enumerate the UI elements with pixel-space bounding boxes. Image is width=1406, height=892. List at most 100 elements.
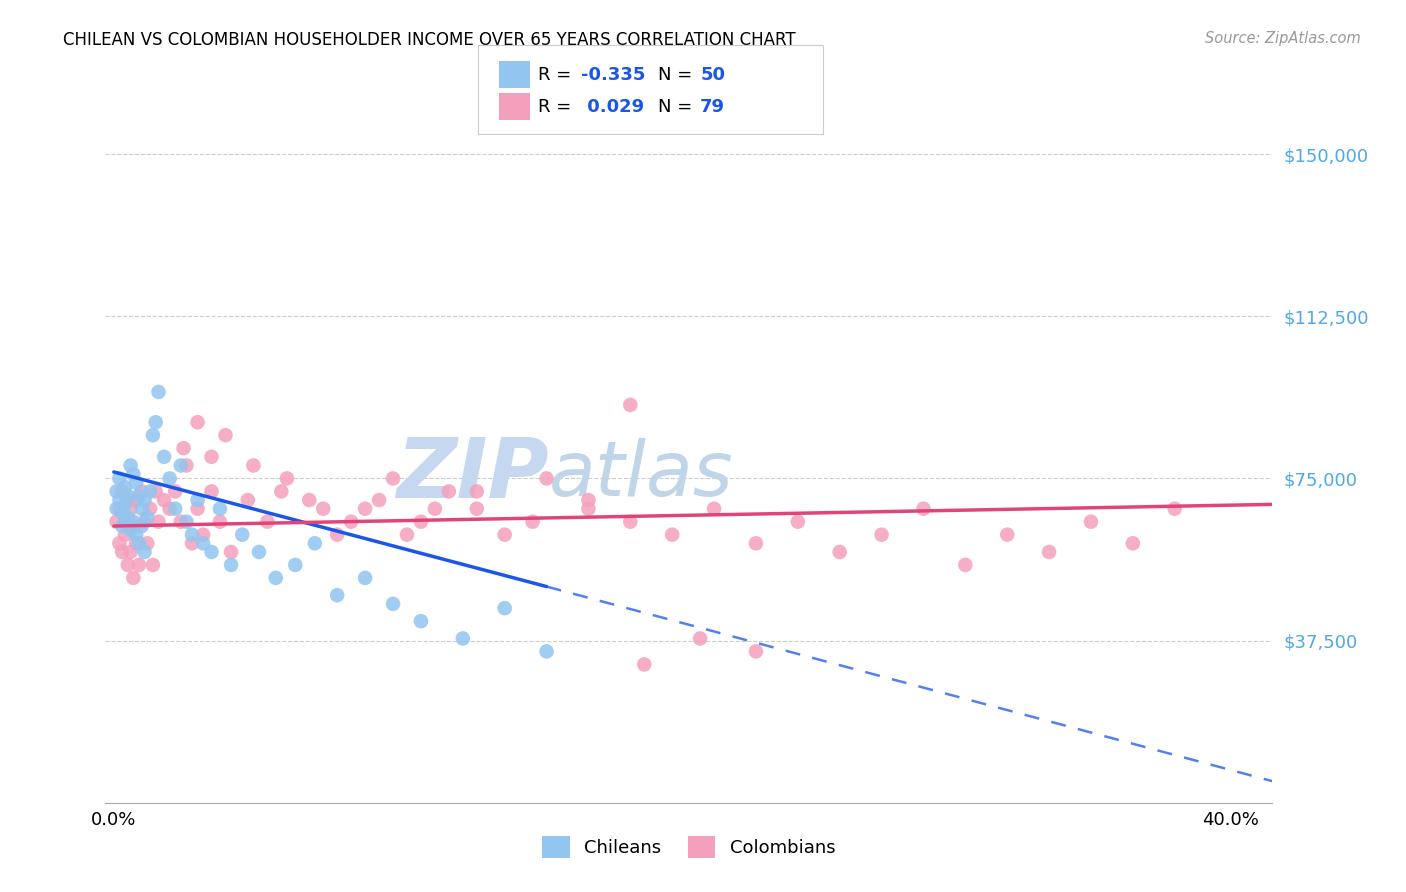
Point <box>128 558 150 572</box>
Point <box>208 515 231 529</box>
Point <box>105 501 128 516</box>
Point <box>409 515 432 529</box>
Text: Source: ZipAtlas.com: Source: ZipAtlas.com <box>1205 31 1361 46</box>
Point <box>231 527 253 541</box>
Point <box>536 471 558 485</box>
Point <box>395 527 418 541</box>
Point <box>536 644 558 658</box>
Point <box>159 471 181 485</box>
Point <box>187 501 209 516</box>
Point <box>187 493 209 508</box>
Point <box>200 484 222 499</box>
Text: N =: N = <box>658 98 697 116</box>
Point <box>117 558 139 572</box>
Point <box>208 501 231 516</box>
Point <box>326 527 349 541</box>
Text: R =: R = <box>538 66 578 84</box>
Point <box>120 545 142 559</box>
Point <box>165 484 187 499</box>
Point <box>153 493 176 508</box>
Point <box>689 632 711 646</box>
Point <box>354 571 377 585</box>
Point <box>382 597 405 611</box>
Point <box>142 428 165 442</box>
Point <box>465 484 488 499</box>
Point <box>465 501 488 516</box>
Point <box>148 515 170 529</box>
Point <box>117 510 139 524</box>
Point <box>284 558 307 572</box>
Text: N =: N = <box>658 66 697 84</box>
Point <box>139 501 162 516</box>
Point <box>270 484 292 499</box>
Text: -0.335: -0.335 <box>581 66 645 84</box>
Point <box>176 458 198 473</box>
Point <box>437 484 460 499</box>
Point <box>276 471 298 485</box>
Point <box>181 536 204 550</box>
Point <box>125 475 148 490</box>
Point <box>264 571 287 585</box>
Point <box>494 527 516 541</box>
Point <box>125 493 148 508</box>
Point <box>114 497 136 511</box>
Point <box>108 501 131 516</box>
Point <box>159 501 181 516</box>
Point <box>368 493 391 508</box>
Point <box>131 519 153 533</box>
Text: atlas: atlas <box>548 438 734 511</box>
Text: CHILEAN VS COLOMBIAN HOUSEHOLDER INCOME OVER 65 YEARS CORRELATION CHART: CHILEAN VS COLOMBIAN HOUSEHOLDER INCOME … <box>63 31 796 49</box>
Point <box>745 536 768 550</box>
Point <box>111 519 134 533</box>
Point <box>828 545 851 559</box>
Point <box>122 571 145 585</box>
Point <box>128 489 150 503</box>
Point <box>619 398 641 412</box>
Point <box>114 527 136 541</box>
Point <box>117 489 139 503</box>
Point <box>134 545 156 559</box>
Point <box>451 632 474 646</box>
Point <box>145 484 167 499</box>
Point <box>219 558 242 572</box>
Point <box>191 527 214 541</box>
Point <box>111 484 134 499</box>
Point <box>955 558 977 572</box>
Point <box>148 384 170 399</box>
Point <box>120 501 142 516</box>
Point <box>105 515 128 529</box>
Point <box>200 450 222 464</box>
Point <box>114 480 136 494</box>
Text: 50: 50 <box>700 66 725 84</box>
Point <box>139 484 162 499</box>
Point <box>423 501 446 516</box>
Point <box>578 501 600 516</box>
Point <box>173 441 195 455</box>
Point <box>200 545 222 559</box>
Point <box>236 493 259 508</box>
Point <box>661 527 683 541</box>
Text: ZIP: ZIP <box>396 434 548 515</box>
Point <box>122 519 145 533</box>
Point <box>153 450 176 464</box>
Point <box>242 458 264 473</box>
Point <box>578 493 600 508</box>
Point <box>214 428 236 442</box>
Point <box>170 458 193 473</box>
Point <box>176 515 198 529</box>
Legend: Chileans, Colombians: Chileans, Colombians <box>536 829 842 865</box>
Point <box>114 515 136 529</box>
Point <box>995 527 1018 541</box>
Point <box>256 515 278 529</box>
Point <box>131 484 153 499</box>
Point <box>142 558 165 572</box>
Point <box>870 527 893 541</box>
Point <box>136 510 159 524</box>
Point <box>128 536 150 550</box>
Point <box>145 415 167 429</box>
Point <box>170 515 193 529</box>
Point <box>134 493 156 508</box>
Point <box>247 545 270 559</box>
Point <box>1122 536 1144 550</box>
Point <box>304 536 326 550</box>
